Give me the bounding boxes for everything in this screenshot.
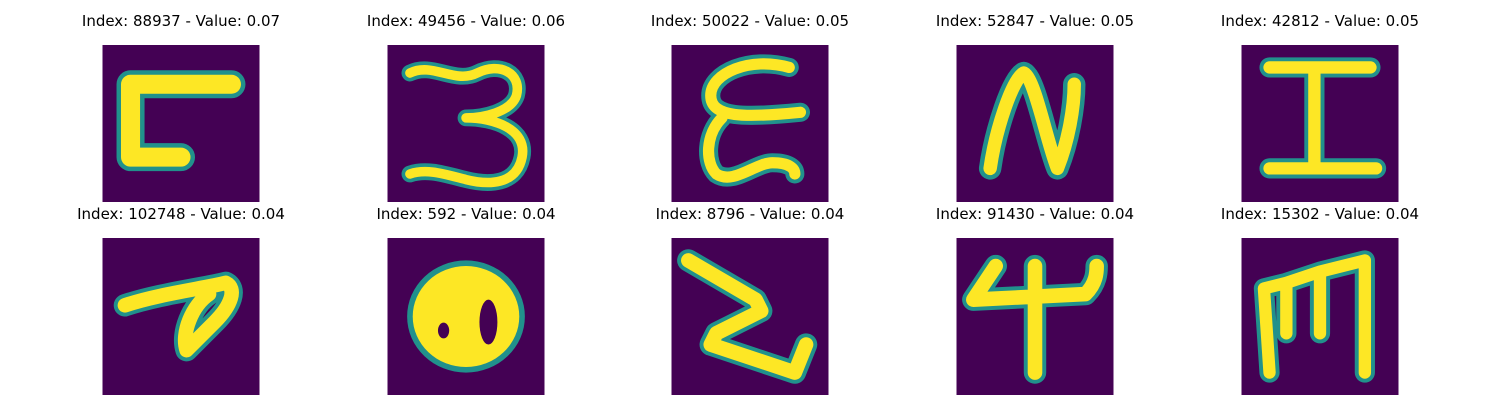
panel-title: Index: 49456 - Value: 0.06 (366, 12, 566, 30)
panel-10: Index: 15302 - Value: 0.04 (1170, 205, 1470, 395)
glyph-image (1241, 45, 1399, 202)
glyph-image (102, 45, 260, 202)
panel-title: Index: 88937 - Value: 0.07 (81, 12, 281, 30)
panel-7: Index: 592 - Value: 0.04 (316, 205, 616, 395)
panel-title: Index: 50022 - Value: 0.05 (650, 12, 850, 30)
glyph-image (387, 238, 545, 395)
panel-9: Index: 91430 - Value: 0.04 (885, 205, 1185, 395)
panel-3: Index: 50022 - Value: 0.05 (600, 12, 900, 202)
glyph-image (1241, 238, 1399, 395)
panel-title: Index: 592 - Value: 0.04 (376, 205, 556, 223)
panel-6: Index: 102748 - Value: 0.04 (31, 205, 331, 395)
panel-title: Index: 15302 - Value: 0.04 (1220, 205, 1420, 223)
panel-title: Index: 42812 - Value: 0.05 (1220, 12, 1420, 30)
panel-title: Index: 8796 - Value: 0.04 (655, 205, 845, 223)
glyph-image (671, 45, 829, 202)
panel-4: Index: 52847 - Value: 0.05 (885, 12, 1185, 202)
glyph-image (102, 238, 260, 395)
panel-title: Index: 52847 - Value: 0.05 (935, 12, 1135, 30)
panel-1: Index: 88937 - Value: 0.07 (31, 12, 331, 202)
glyph-image (387, 45, 545, 202)
glyph-image (956, 238, 1114, 395)
glyph-image (956, 45, 1114, 202)
glyph-image (671, 238, 829, 395)
panel-5: Index: 42812 - Value: 0.05 (1170, 12, 1470, 202)
panel-2: Index: 49456 - Value: 0.06 (316, 12, 616, 202)
panel-title: Index: 91430 - Value: 0.04 (935, 205, 1135, 223)
panel-title: Index: 102748 - Value: 0.04 (77, 205, 285, 223)
panel-8: Index: 8796 - Value: 0.04 (600, 205, 900, 395)
